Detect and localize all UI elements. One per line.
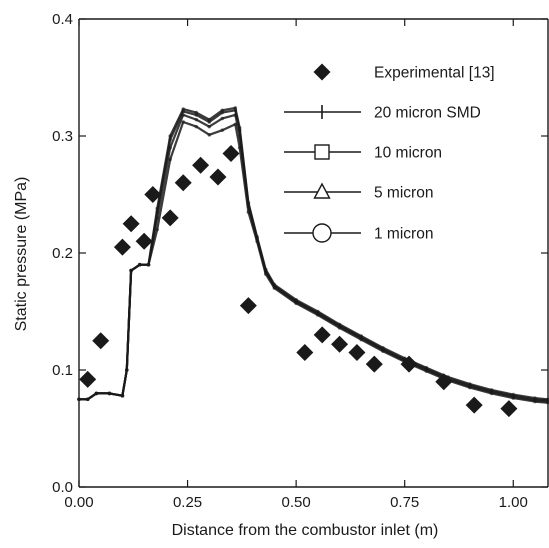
axes: 0.00 0.25 0.50 0.75 1.00 0.0 0.1 0.2 0.3 0.4 [52,11,549,511]
point-experimental-13-5 [144,186,162,203]
y-tick-label-4: 0.4 [52,11,73,28]
point-1-micron-3 [107,391,112,396]
point-experimental-13-18 [435,373,453,391]
point-10-micron-14 [220,116,225,121]
point-1-micron-1 [85,397,90,402]
point-1-micron-18 [255,234,259,239]
point-1-micron-20 [272,282,277,287]
point-experimental-13-8 [192,156,210,174]
point-20-micron-smd-14 [220,128,225,132]
point-experimental-13-2 [113,238,131,256]
point-experimental-13-12 [296,343,314,361]
y-axis-title: Static pressure (MPa) [13,177,30,332]
point-1-micron-14 [220,108,225,113]
legend-symbol-1-micron [312,223,332,243]
point-experimental-13-10 [222,145,240,163]
point-1-micron-25 [381,345,385,350]
point-experimental-13-19 [465,396,483,414]
point-1-micron-5 [124,368,129,372]
legend-symbol-10-micron [314,144,330,160]
x-tick-label-3: 0.75 [390,494,419,511]
point-1-micron-17 [246,200,251,205]
plot-area [77,106,549,418]
legend-label-10-micron: 10 micron [374,145,442,162]
point-1-micron-19 [263,267,268,272]
point-1-micron-16 [237,126,242,130]
point-experimental-13-7 [174,174,192,192]
x-axis-title: Distance from the combustor inlet (m) [172,522,439,539]
point-1-micron-8 [146,262,151,267]
legend-symbol-5-micron [313,182,331,199]
point-1-micron-6 [129,268,133,273]
point-experimental-13-15 [348,343,366,361]
point-experimental-13-1 [92,332,110,350]
point-experimental-13-13 [313,326,331,344]
x-tick-label-4: 1.00 [499,494,528,511]
point-1-micron-2 [94,391,99,396]
point-1-micron-13 [207,117,212,122]
point-experimental-13-14 [331,335,349,353]
point-experimental-13-11 [239,297,257,315]
x-tick-label-2: 0.50 [282,494,311,511]
y-tick-label-0: 0.0 [52,479,73,496]
point-experimental-13-9 [209,168,227,186]
y-tick-label-3: 0.3 [52,128,73,145]
point-experimental-13-4 [135,232,153,250]
point-experimental-13-20 [500,400,518,418]
y-tick-label-2: 0.2 [52,245,73,262]
point-20-micron-smd-11 [181,120,186,124]
legend-label-5-micron: 5 micron [374,185,433,202]
legend-symbol-experimental-13 [313,63,331,81]
point-1-micron-4 [120,393,125,398]
point-1-micron-24 [359,334,364,338]
y-tick-label-1: 0.1 [52,362,73,379]
point-1-micron-10 [168,134,172,138]
point-10-micron-12 [194,117,199,122]
legend-label-20-micron-smd: 20 micron SMD [374,105,481,122]
point-20-micron-smd-13 [207,133,212,137]
point-experimental-13-0 [79,370,97,388]
point-experimental-13-16 [365,355,383,373]
legend-label-experimental-13: Experimental [13] [374,65,495,82]
point-1-micron-21 [294,298,298,302]
legend-label-1-micron: 1 micron [374,226,433,243]
point-1-micron-9 [155,206,159,211]
point-1-micron-29 [468,382,472,386]
point-1-micron-11 [181,107,186,111]
point-1-micron-15 [233,106,238,110]
point-1-micron-30 [489,388,494,392]
point-1-micron-32 [533,396,537,400]
point-1-micron-27 [424,365,429,370]
point-1-micron-22 [316,309,320,314]
point-experimental-13-3 [122,215,140,233]
point-10-micron-13 [207,124,212,129]
point-1-micron-12 [194,110,199,115]
point-experimental-13-17 [400,355,418,373]
x-tick-label-1: 0.25 [173,494,202,511]
legend: Experimental [13] 20 micron SMD 10 micron 5… [284,63,495,243]
point-1-micron-7 [137,262,142,267]
point-1-micron-31 [511,392,516,397]
point-20-micron-smd-12 [194,124,199,129]
line-1-micron [79,106,549,401]
point-experimental-13-6 [161,209,179,227]
point-1-micron-23 [337,322,342,327]
x-tick-label-0: 0.00 [64,494,93,511]
